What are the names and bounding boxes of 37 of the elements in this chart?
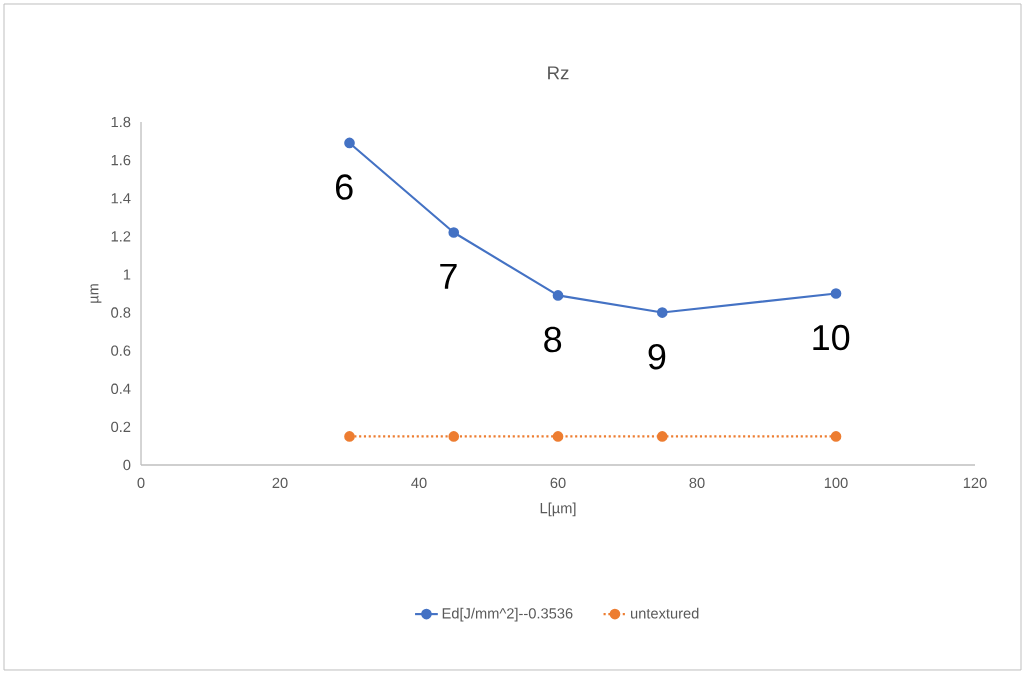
x-tick-label: 0: [137, 477, 145, 489]
point: [448, 227, 460, 238]
annotation: 8: [544, 326, 562, 353]
y-tick-label: 0.6: [111, 345, 131, 356]
y-tick-label: 0: [123, 459, 131, 471]
annotation: 9: [648, 343, 666, 370]
x-tick-label: 120: [963, 477, 987, 489]
x-tick-label: 100: [824, 477, 848, 489]
x-tick-label: 60: [550, 477, 566, 489]
point: [552, 290, 564, 301]
x-tick-label: 20: [272, 477, 288, 489]
y-tick-label: 1.8: [111, 116, 131, 128]
legend-label: untextured: [631, 607, 699, 619]
y-tick-label: 0.4: [111, 383, 131, 394]
x-axis-title: L[µm]: [540, 502, 576, 517]
point: [448, 431, 460, 442]
point: [656, 307, 668, 318]
point: [656, 431, 668, 442]
chart-title: Rz: [548, 66, 569, 80]
x-tick-label: 40: [411, 477, 427, 489]
point: [552, 431, 564, 442]
y-tick-label: 1.2: [111, 231, 131, 242]
y-axis-title: µm: [90, 284, 102, 303]
x-tick-label: 80: [689, 477, 705, 489]
point: [344, 137, 355, 149]
y-tick-label: 0.8: [111, 307, 131, 318]
annotation: 7: [440, 263, 457, 289]
y-tick-label: 1: [123, 269, 131, 280]
point: [830, 288, 842, 299]
y-tick-label: 1.4: [111, 193, 131, 204]
annotation: 6: [335, 174, 353, 200]
annotation: 10: [813, 324, 850, 351]
y-tick-label: 0.2: [111, 421, 131, 433]
y-tick-label: 1.6: [111, 154, 131, 166]
point: [830, 431, 842, 442]
point: [344, 431, 355, 442]
legend-label: Ed[J/mm^2]--0.3536: [442, 607, 573, 622]
